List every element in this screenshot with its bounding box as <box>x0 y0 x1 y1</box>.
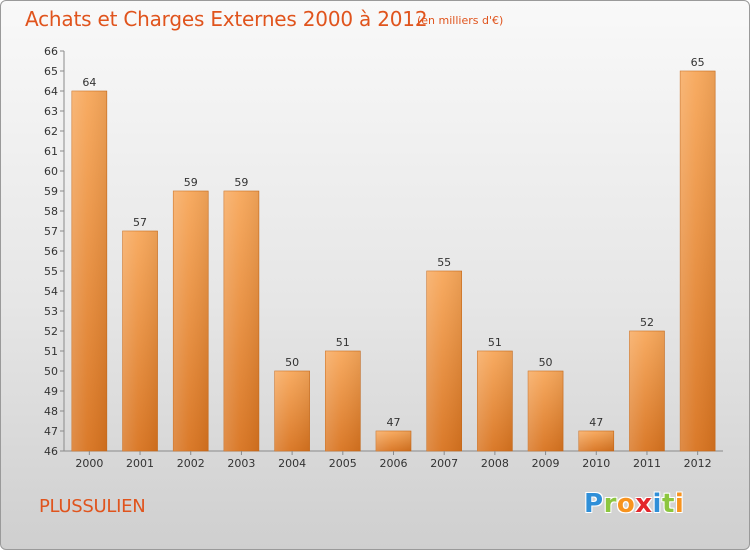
bar-value-label: 47 <box>387 416 401 429</box>
x-tick-label: 2006 <box>380 457 408 470</box>
logo-letter: i <box>652 489 662 519</box>
logo-letter: t <box>661 489 675 519</box>
bar-highlight <box>629 331 665 451</box>
logo-letter: P <box>584 489 604 519</box>
bar-highlight <box>528 371 564 451</box>
chart-subtitle: (en milliers d'€) <box>417 14 504 27</box>
y-tick-label: 62 <box>44 125 58 138</box>
bar-value-label: 59 <box>184 176 198 189</box>
bar-highlight <box>578 431 614 451</box>
x-tick-label: 2010 <box>582 457 610 470</box>
y-tick-label: 64 <box>44 85 58 98</box>
bar-highlight <box>680 71 716 451</box>
y-tick-label: 58 <box>44 205 58 218</box>
y-tick-label: 63 <box>44 105 58 118</box>
bar-value-label: 47 <box>589 416 603 429</box>
bar-highlight <box>173 191 209 451</box>
x-tick-label: 2002 <box>177 457 205 470</box>
bar-value-label: 52 <box>640 316 654 329</box>
y-tick-label: 61 <box>44 145 58 158</box>
bar-value-label: 57 <box>133 216 147 229</box>
x-tick-label: 2001 <box>126 457 154 470</box>
bar-value-label: 51 <box>488 336 502 349</box>
x-tick-label: 2007 <box>430 457 458 470</box>
x-tick-label: 2004 <box>278 457 306 470</box>
chart-title: Achats et Charges Externes 2000 à 2012 <box>25 7 428 31</box>
commune-name: PLUSSULIEN <box>39 496 146 517</box>
y-tick-label: 50 <box>44 365 58 378</box>
bar-value-label: 50 <box>285 356 299 369</box>
bar-value-label: 65 <box>691 56 705 69</box>
bar-highlight <box>426 271 462 451</box>
proxiti-logo: Proxiti <box>584 489 684 519</box>
y-tick-label: 57 <box>44 225 58 238</box>
bar-value-label: 51 <box>336 336 350 349</box>
bar-highlight <box>274 371 310 451</box>
bar-value-label: 55 <box>437 256 451 269</box>
bar-highlight <box>325 351 361 451</box>
x-tick-label: 2011 <box>633 457 661 470</box>
bar-highlight <box>376 431 411 451</box>
bar-value-label: 50 <box>539 356 553 369</box>
x-tick-label: 2008 <box>481 457 509 470</box>
y-tick-label: 53 <box>44 305 58 318</box>
y-tick-label: 48 <box>44 405 58 418</box>
y-tick-label: 55 <box>44 265 58 278</box>
logo-letter: i <box>674 489 685 519</box>
bar-highlight <box>71 91 107 451</box>
y-tick-label: 47 <box>44 425 58 438</box>
bar-value-label: 64 <box>82 76 96 89</box>
logo-letter: r <box>603 489 617 519</box>
x-tick-label: 2005 <box>329 457 357 470</box>
logo-letter: o <box>616 489 636 519</box>
y-tick-label: 59 <box>44 185 58 198</box>
y-tick-label: 54 <box>44 285 58 298</box>
bar-value-label: 59 <box>234 176 248 189</box>
bar-highlight <box>477 351 513 451</box>
x-tick-label: 2012 <box>684 457 712 470</box>
bar-highlight <box>122 231 158 451</box>
x-tick-label: 2009 <box>532 457 560 470</box>
y-tick-label: 52 <box>44 325 58 338</box>
x-tick-label: 2003 <box>227 457 255 470</box>
y-tick-label: 51 <box>44 345 58 358</box>
logo-letter: x <box>635 489 653 519</box>
y-tick-label: 60 <box>44 165 58 178</box>
y-tick-label: 66 <box>44 45 58 58</box>
x-tick-label: 2000 <box>75 457 103 470</box>
y-tick-label: 46 <box>44 445 58 458</box>
y-tick-label: 56 <box>44 245 58 258</box>
y-tick-label: 49 <box>44 385 58 398</box>
y-tick-label: 65 <box>44 65 58 78</box>
bar-highlight <box>223 191 259 451</box>
